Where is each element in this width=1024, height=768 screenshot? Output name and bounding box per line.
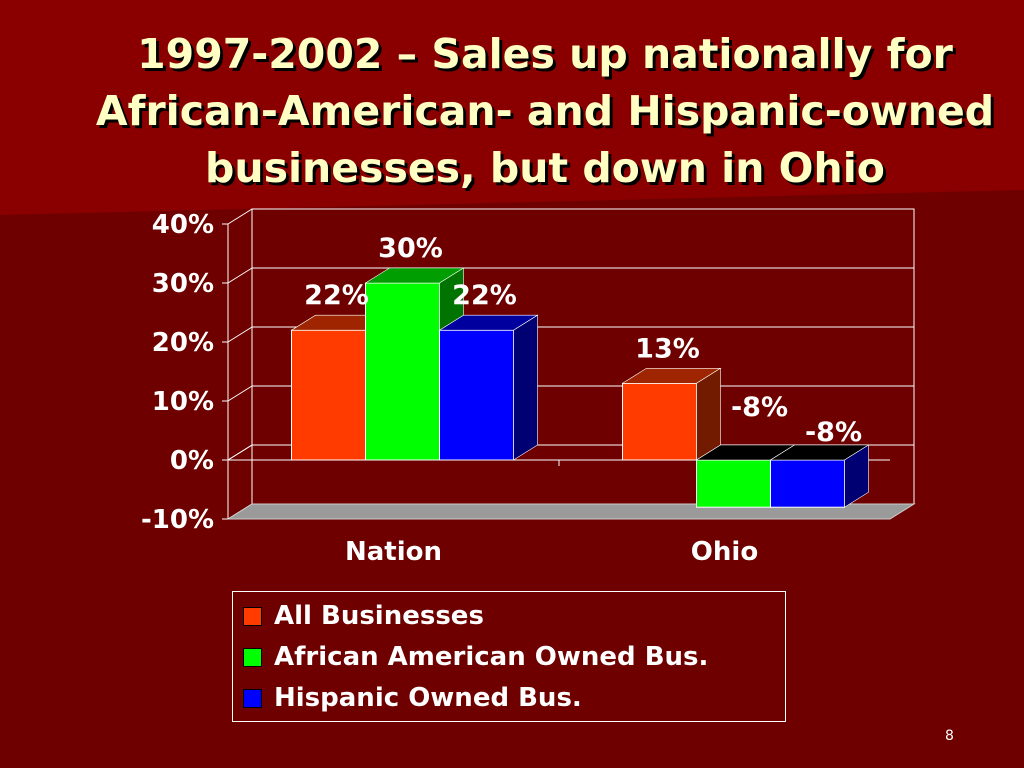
bar <box>439 329 514 461</box>
y-tick-label: 30% <box>152 269 214 299</box>
data-label: -8% <box>731 392 788 423</box>
legend-label: Hispanic Owned Bus. <box>274 683 582 713</box>
legend-item-african-american: African American Owned Bus. <box>243 639 708 675</box>
x-axis-depth-line <box>227 444 253 461</box>
data-label: 30% <box>378 233 443 264</box>
y-tick-label: 20% <box>152 328 214 358</box>
y-tick-label: 40% <box>152 210 214 240</box>
title-line-3: businesses, but down in Ohio <box>205 144 885 192</box>
x-tick-label: Ohio <box>691 537 758 567</box>
bar-side <box>696 367 721 461</box>
legend-swatch-hispanic <box>243 688 262 708</box>
title-line-1: 1997-2002 – Sales up nationally for <box>137 30 953 78</box>
side-gridline <box>227 385 253 402</box>
y-tick-label: 10% <box>152 387 214 417</box>
legend-label: African American Owned Bus. <box>274 642 709 672</box>
page-number: 8 <box>945 728 954 744</box>
bar <box>696 459 771 508</box>
slide-title: 1997-2002 – Sales up nationally for Afri… <box>40 26 1024 197</box>
data-label: 13% <box>635 333 700 364</box>
bar <box>365 282 440 461</box>
side-gridline <box>227 208 253 225</box>
data-label: 22% <box>304 280 369 311</box>
title-line-2: African-American- and Hispanic-owned <box>95 87 995 135</box>
legend-label: All Businesses <box>274 601 484 631</box>
side-gridline <box>227 326 253 343</box>
legend-item-hispanic: Hispanic Owned Bus. <box>243 680 582 716</box>
chart-legend: All Businesses African American Owned Bu… <box>232 591 786 722</box>
bar-side <box>513 314 538 461</box>
side-gridline <box>227 267 253 284</box>
bar <box>291 329 366 461</box>
y-tick-label: 0% <box>170 446 214 476</box>
chart-floor <box>226 503 916 520</box>
y-tick-label: -10% <box>141 505 214 535</box>
bar <box>622 382 697 461</box>
legend-swatch-african-american <box>243 647 262 667</box>
legend-swatch-all-businesses <box>243 606 262 626</box>
data-label: -8% <box>805 417 862 448</box>
data-label: 22% <box>452 280 517 311</box>
bar-chart: -10% 0% 10% 20% 30% 40% Nation 22% 30% 22% Ohio 13%… <box>141 208 916 567</box>
legend-item-all-businesses: All Businesses <box>243 598 484 634</box>
x-tick-label: Nation <box>345 537 442 567</box>
bar <box>770 459 845 508</box>
bar-side <box>844 444 869 508</box>
